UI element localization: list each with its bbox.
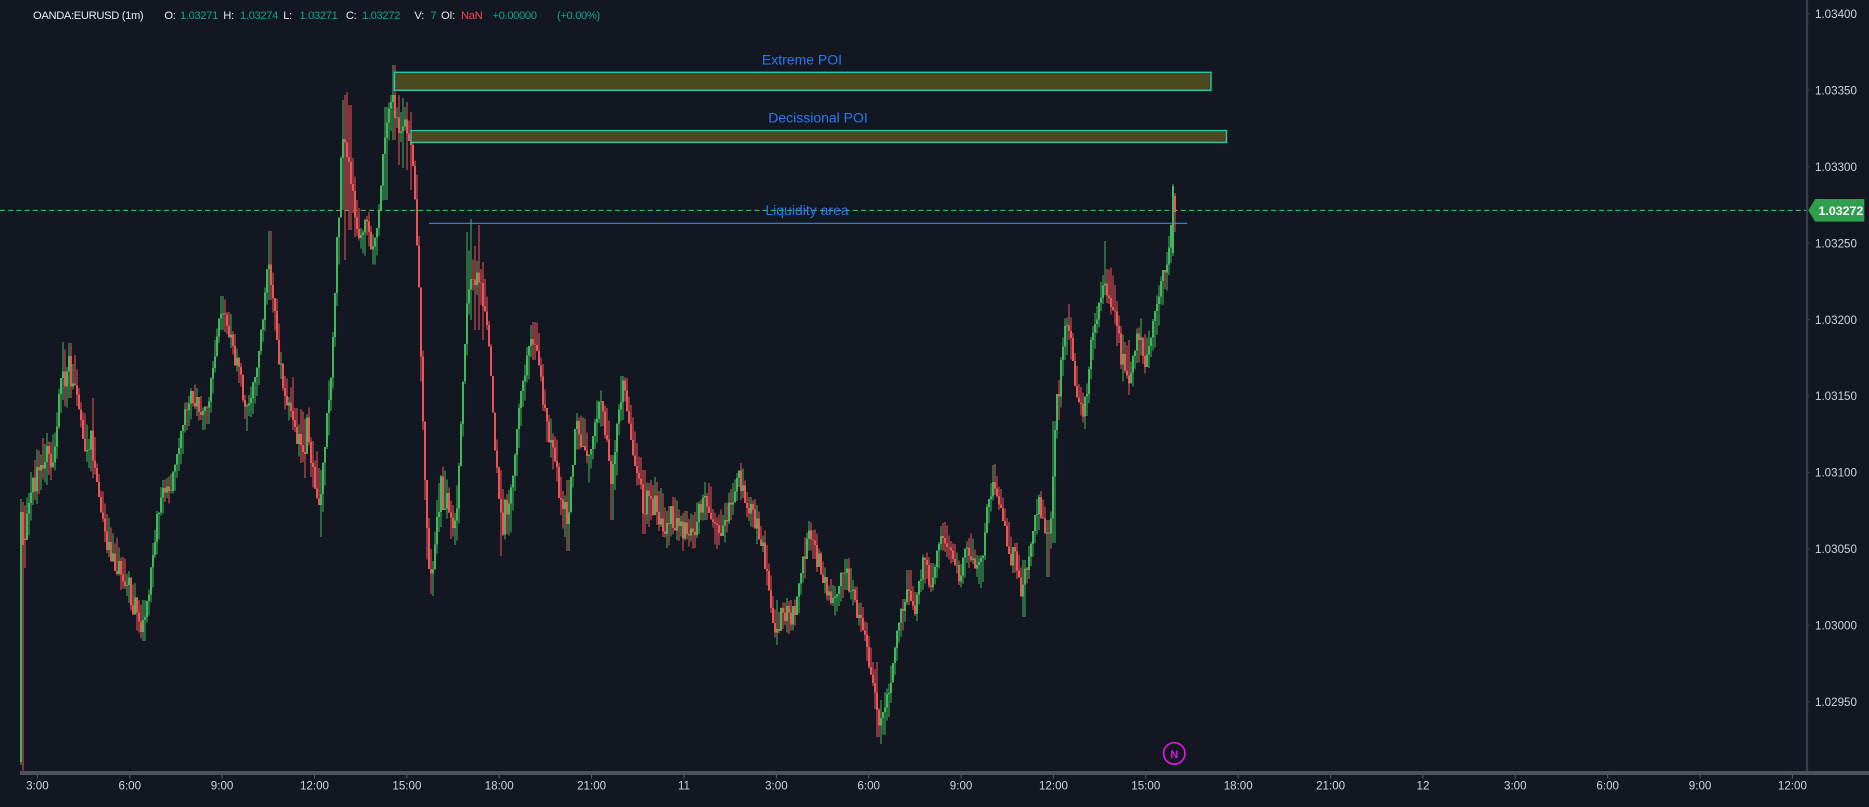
svg-text:1.03350: 1.03350 xyxy=(1815,84,1857,97)
svg-text:N: N xyxy=(1170,749,1178,761)
svg-text:1.03200: 1.03200 xyxy=(1815,314,1857,327)
svg-text:7: 7 xyxy=(431,10,437,22)
svg-text:9:00: 9:00 xyxy=(1689,780,1712,793)
svg-text:6:00: 6:00 xyxy=(857,780,880,793)
svg-text:21:00: 21:00 xyxy=(577,780,606,793)
svg-text:1.03150: 1.03150 xyxy=(1815,390,1857,403)
svg-text:1.03274: 1.03274 xyxy=(240,10,278,22)
svg-text:(+0.00%): (+0.00%) xyxy=(557,10,601,22)
svg-text:1.03271: 1.03271 xyxy=(300,10,338,22)
svg-text:OI:: OI: xyxy=(441,10,455,22)
svg-text:NaN: NaN xyxy=(461,10,483,22)
svg-text:+0.00000: +0.00000 xyxy=(493,10,537,22)
svg-text:6:00: 6:00 xyxy=(119,780,142,793)
svg-text:3:00: 3:00 xyxy=(1504,780,1527,793)
svg-text:OANDA:EURUSD (1m): OANDA:EURUSD (1m) xyxy=(33,10,144,22)
svg-text:1.03271: 1.03271 xyxy=(180,10,218,22)
svg-text:H:: H: xyxy=(223,10,234,22)
svg-text:12:00: 12:00 xyxy=(1039,780,1068,793)
svg-text:1.03300: 1.03300 xyxy=(1815,161,1857,174)
svg-text:9:00: 9:00 xyxy=(950,780,973,793)
svg-text:1.03100: 1.03100 xyxy=(1815,467,1857,480)
svg-text:V:: V: xyxy=(414,10,424,22)
svg-text:1.02950: 1.02950 xyxy=(1815,696,1857,709)
svg-text:11: 11 xyxy=(678,780,690,793)
svg-text:1.03050: 1.03050 xyxy=(1815,543,1857,556)
svg-text:O:: O: xyxy=(164,10,175,22)
svg-text:6:00: 6:00 xyxy=(1596,780,1619,793)
svg-text:15:00: 15:00 xyxy=(1131,780,1160,793)
svg-text:15:00: 15:00 xyxy=(392,780,421,793)
svg-text:18:00: 18:00 xyxy=(485,780,514,793)
svg-text:1.03272: 1.03272 xyxy=(1819,204,1864,218)
svg-text:21:00: 21:00 xyxy=(1316,780,1345,793)
svg-text:1.03000: 1.03000 xyxy=(1815,620,1857,633)
svg-text:3:00: 3:00 xyxy=(765,780,788,793)
svg-text:Extreme POI: Extreme POI xyxy=(762,52,842,68)
svg-text:12:00: 12:00 xyxy=(300,780,329,793)
svg-text:L:: L: xyxy=(283,10,292,22)
svg-text:18:00: 18:00 xyxy=(1224,780,1253,793)
svg-text:Liquidity area: Liquidity area xyxy=(765,202,848,218)
svg-text:Decissional POI: Decissional POI xyxy=(768,110,868,126)
svg-text:C:: C: xyxy=(346,10,357,22)
svg-text:3:00: 3:00 xyxy=(26,780,49,793)
svg-text:1.03250: 1.03250 xyxy=(1815,237,1857,250)
svg-text:1.03400: 1.03400 xyxy=(1815,8,1857,21)
svg-text:1.03272: 1.03272 xyxy=(362,10,400,22)
svg-text:9:00: 9:00 xyxy=(211,780,234,793)
svg-text:12:00: 12:00 xyxy=(1778,780,1807,793)
svg-text:12: 12 xyxy=(1417,780,1430,793)
